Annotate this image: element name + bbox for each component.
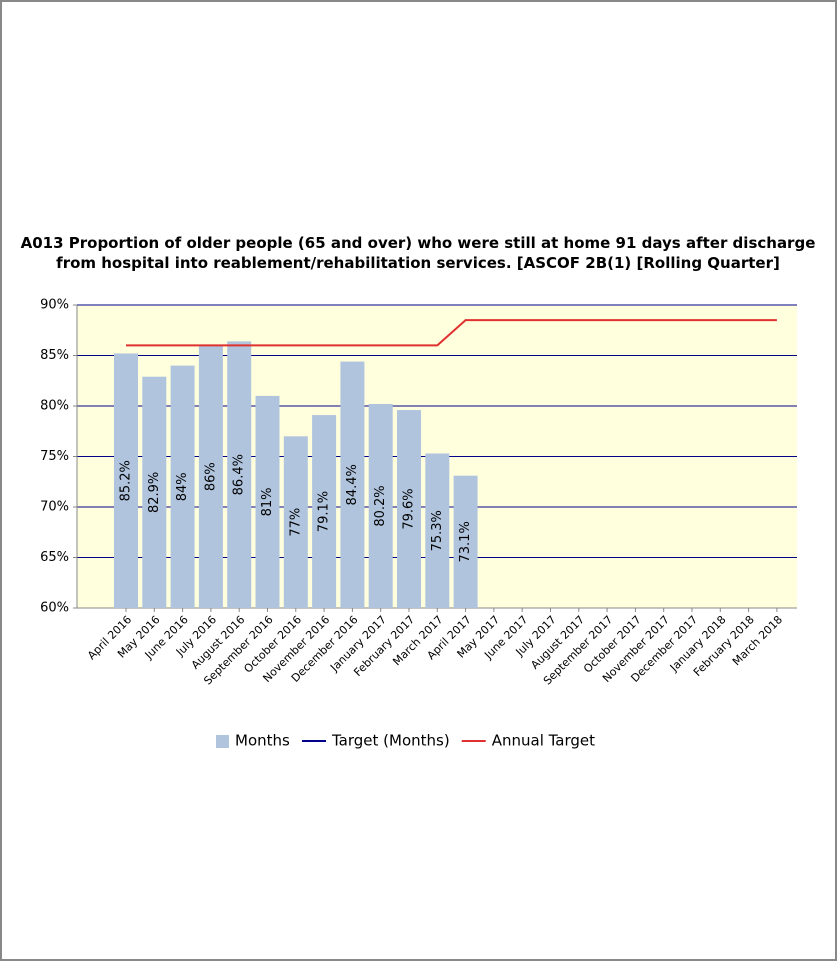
legend-swatch <box>216 735 229 748</box>
y-tick-label: 85% <box>40 348 69 363</box>
data-label: 80.2% <box>373 485 388 526</box>
bar <box>283 436 308 608</box>
data-label: 85.2% <box>119 460 134 501</box>
data-label: 75.3% <box>430 510 445 551</box>
bar <box>425 453 450 608</box>
data-label: 86.4% <box>232 454 247 495</box>
data-label: 73.1% <box>458 521 473 562</box>
data-label: 79.1% <box>317 491 332 532</box>
bar <box>114 353 138 608</box>
bar <box>368 403 393 608</box>
legend-label: Target (Months) <box>331 732 450 750</box>
y-tick-label: 75% <box>40 449 69 464</box>
bar <box>255 395 280 608</box>
bar <box>142 376 167 608</box>
data-label: 77% <box>288 508 303 537</box>
legend-label: Annual Target <box>492 732 595 750</box>
bar <box>397 410 421 608</box>
y-tick-label: 60% <box>40 601 69 616</box>
data-label: 79.6% <box>402 488 417 529</box>
line <box>126 319 777 347</box>
data-label: 86% <box>203 462 218 491</box>
bar <box>170 365 195 608</box>
data-label: 82.9% <box>147 472 162 513</box>
bar <box>340 361 365 608</box>
data-label: 81% <box>260 487 275 516</box>
bar <box>453 475 478 608</box>
bar <box>198 345 223 608</box>
bar <box>312 415 337 608</box>
y-tick-label: 70% <box>40 500 69 515</box>
y-tick-label: 80% <box>40 399 69 414</box>
bar <box>227 341 252 608</box>
data-label: 84.4% <box>345 464 360 505</box>
y-tick-label: 65% <box>40 550 69 565</box>
y-tick-label: 90% <box>40 298 69 313</box>
legend-label: Months <box>235 732 290 750</box>
chart-title: A013 Proportion of older people (65 and … <box>20 234 816 272</box>
data-label: 84% <box>175 472 190 501</box>
